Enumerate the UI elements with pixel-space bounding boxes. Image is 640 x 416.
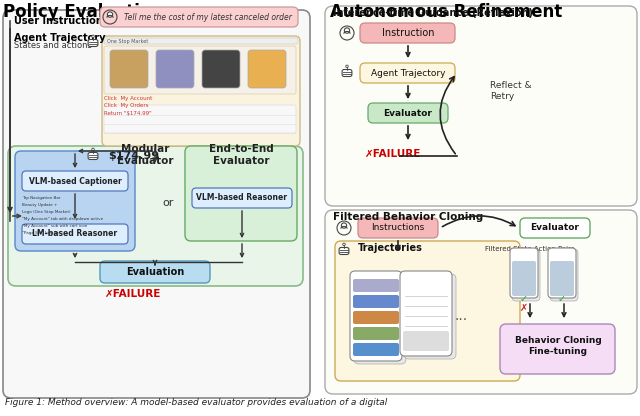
Circle shape (92, 148, 94, 151)
FancyBboxPatch shape (22, 224, 128, 244)
Text: Instruction: Instruction (381, 28, 435, 38)
FancyBboxPatch shape (325, 210, 637, 394)
Text: "My Account" sub with cart icon: "My Account" sub with cart icon (22, 224, 88, 228)
Text: ✗FAILURE: ✗FAILURE (365, 149, 421, 159)
FancyBboxPatch shape (520, 218, 590, 238)
FancyBboxPatch shape (156, 50, 194, 88)
FancyBboxPatch shape (404, 274, 456, 359)
FancyBboxPatch shape (403, 331, 449, 351)
FancyBboxPatch shape (353, 295, 399, 308)
FancyBboxPatch shape (100, 261, 210, 283)
Circle shape (343, 243, 345, 245)
Text: ✗: ✗ (520, 303, 528, 313)
FancyBboxPatch shape (360, 63, 455, 83)
Text: ✓: ✓ (520, 294, 528, 304)
FancyBboxPatch shape (353, 279, 399, 292)
FancyBboxPatch shape (550, 261, 574, 296)
FancyBboxPatch shape (88, 40, 98, 47)
Text: One Stop Market: One Stop Market (107, 39, 148, 44)
FancyBboxPatch shape (248, 50, 286, 88)
FancyBboxPatch shape (512, 261, 536, 296)
FancyBboxPatch shape (202, 50, 240, 88)
Text: "My Account" tab with dropdown active: "My Account" tab with dropdown active (22, 217, 103, 221)
FancyBboxPatch shape (358, 218, 438, 238)
FancyBboxPatch shape (325, 6, 637, 206)
Text: Trajectories: Trajectories (358, 243, 423, 253)
FancyBboxPatch shape (400, 271, 452, 356)
Circle shape (92, 35, 94, 37)
FancyBboxPatch shape (102, 36, 300, 146)
Text: States and actions: States and actions (14, 41, 92, 50)
Text: Modular
Evaluator: Modular Evaluator (116, 144, 173, 166)
Text: Top Navigation Bar: Top Navigation Bar (22, 196, 61, 200)
Text: Evaluation: Evaluation (126, 267, 184, 277)
Text: $174.99: $174.99 (108, 151, 159, 161)
Text: Agent Trajectory: Agent Trajectory (371, 69, 445, 77)
FancyBboxPatch shape (15, 151, 135, 251)
FancyBboxPatch shape (104, 105, 296, 133)
Text: Reflect &
Retry: Reflect & Retry (490, 81, 532, 102)
FancyBboxPatch shape (350, 271, 402, 361)
FancyBboxPatch shape (353, 311, 399, 324)
Text: User Instruction: User Instruction (14, 16, 103, 26)
Text: Behavior Cloning
Fine-tuning: Behavior Cloning Fine-tuning (515, 336, 602, 356)
FancyBboxPatch shape (3, 10, 310, 398)
Text: VLM-based Captioner: VLM-based Captioner (29, 176, 122, 186)
FancyBboxPatch shape (104, 38, 298, 44)
Text: ✗FAILURE: ✗FAILURE (105, 289, 161, 299)
Text: Click  My Orders: Click My Orders (104, 103, 148, 108)
Text: Filtered Behavior Cloning: Filtered Behavior Cloning (333, 212, 483, 222)
Text: Evaluator: Evaluator (531, 223, 579, 233)
Circle shape (341, 223, 347, 228)
Text: Filtered State-Action Pairs: Filtered State-Action Pairs (485, 246, 575, 252)
FancyBboxPatch shape (550, 249, 578, 301)
Text: Figure 1: Method overview: A model-based evaluator provides evaluation of a digi: Figure 1: Method overview: A model-based… (5, 398, 387, 407)
Text: Click  My Account: Click My Account (104, 96, 152, 101)
FancyBboxPatch shape (22, 171, 128, 191)
Circle shape (344, 28, 349, 33)
FancyBboxPatch shape (104, 46, 296, 94)
FancyBboxPatch shape (368, 103, 448, 123)
Text: End-to-End
Evaluator: End-to-End Evaluator (209, 144, 273, 166)
FancyBboxPatch shape (335, 241, 520, 381)
Text: or: or (163, 198, 173, 208)
FancyBboxPatch shape (510, 248, 538, 298)
Text: Evaluator: Evaluator (383, 109, 433, 117)
Text: ...: ... (455, 309, 468, 323)
Text: "Page Set" button: "Page Set" button (22, 231, 59, 235)
FancyBboxPatch shape (354, 274, 406, 364)
Text: Logo (One Stop Market): Logo (One Stop Market) (22, 210, 70, 214)
FancyBboxPatch shape (88, 153, 98, 159)
Text: Inference-time Guidance (Reflexion): Inference-time Guidance (Reflexion) (333, 8, 533, 18)
FancyBboxPatch shape (360, 23, 455, 43)
FancyBboxPatch shape (339, 248, 349, 255)
Text: Policy Evaluation: Policy Evaluation (3, 3, 163, 21)
FancyBboxPatch shape (353, 343, 399, 356)
Circle shape (108, 12, 113, 17)
FancyBboxPatch shape (500, 324, 615, 374)
Text: Return "$174.99": Return "$174.99" (104, 111, 152, 116)
Text: Tell me the cost of my latest canceled order: Tell me the cost of my latest canceled o… (124, 12, 292, 22)
Text: Instructions: Instructions (371, 223, 424, 233)
Text: LM-based Reasoner: LM-based Reasoner (33, 230, 118, 238)
FancyBboxPatch shape (548, 248, 576, 298)
FancyBboxPatch shape (100, 7, 298, 27)
Circle shape (346, 65, 348, 68)
FancyBboxPatch shape (110, 50, 148, 88)
FancyBboxPatch shape (512, 249, 540, 301)
Text: Agent Trajectory: Agent Trajectory (14, 33, 106, 43)
Text: Autonomous Refinement: Autonomous Refinement (330, 3, 563, 21)
Text: VLM-based Reasoner: VLM-based Reasoner (196, 193, 287, 203)
FancyBboxPatch shape (342, 69, 352, 77)
FancyBboxPatch shape (353, 327, 399, 340)
FancyBboxPatch shape (185, 146, 297, 241)
Text: ✓: ✓ (558, 294, 566, 304)
Text: Beauty Update +: Beauty Update + (22, 203, 58, 207)
FancyBboxPatch shape (8, 146, 303, 286)
FancyBboxPatch shape (192, 188, 292, 208)
